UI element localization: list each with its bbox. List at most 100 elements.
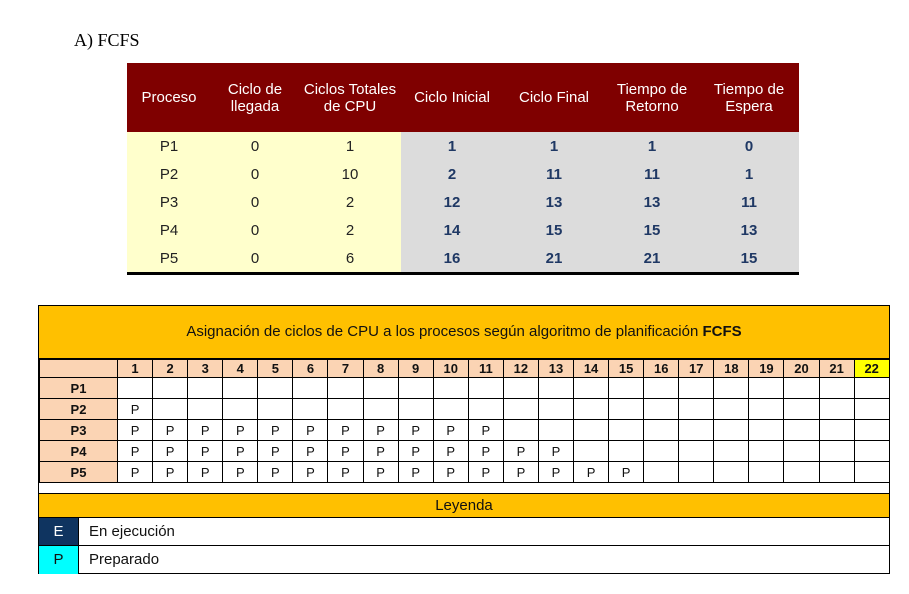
cycle-cell-empty [537, 398, 575, 420]
column-header: Ciclo Final [503, 63, 605, 132]
cycle-cell-empty [748, 440, 785, 462]
cycle-number: 3 [187, 359, 224, 378]
cycle-cell-empty [678, 440, 715, 462]
cycle-cell-ready: P [116, 398, 154, 420]
cycle-cell-execution: E [187, 398, 224, 420]
cycle-cell-ready: P [152, 419, 189, 441]
cycle-cell-empty [713, 398, 750, 420]
cycle-cell-empty [397, 377, 434, 399]
cycle-cell-empty [362, 377, 399, 399]
process-cell: 6 [299, 244, 401, 274]
gantt-row: P3 P P P P P P P P P P P E E [39, 419, 890, 441]
process-cell: 15 [699, 244, 799, 274]
process-cell: 1 [699, 160, 799, 188]
cycle-cell-empty [257, 377, 294, 399]
column-header: Ciclo Inicial [401, 63, 503, 132]
cycle-cell-empty [643, 440, 680, 462]
process-cell: 13 [605, 188, 699, 216]
cycle-cell-empty [748, 398, 785, 420]
cycle-cell-empty [187, 377, 224, 399]
cycle-cell-ready: P [116, 440, 154, 462]
cycle-cell-execution: E [678, 461, 715, 483]
process-cell: 0 [211, 244, 299, 274]
process-cell: 1 [503, 132, 605, 160]
cycle-number: 4 [222, 359, 259, 378]
cycle-cell-empty [467, 377, 504, 399]
cycle-cell-ready: P [432, 461, 469, 483]
process-table: Proceso Ciclo de llegada Ciclos Totales … [127, 63, 799, 275]
cycle-cell-empty [853, 419, 890, 441]
gantt-title-algorithm: FCFS [702, 323, 742, 340]
legend-swatch-execution: E [39, 518, 79, 545]
process-row: P2 0 10 2 11 11 1 [127, 160, 799, 188]
process-row: P3 0 2 12 13 13 11 [127, 188, 799, 216]
cycle-cell-empty [537, 377, 575, 399]
legend-label-execution: En ejecución [89, 523, 175, 540]
cycle-cell-empty [783, 398, 820, 420]
cycle-cell-execution: E [818, 461, 855, 483]
cycle-cell-empty [783, 377, 820, 399]
process-cell: P3 [127, 188, 211, 216]
cycle-cell-empty [748, 377, 785, 399]
process-cell: 1 [605, 132, 699, 160]
process-cell: P1 [127, 132, 211, 160]
cycle-cell-empty [643, 419, 680, 441]
cycle-cell-empty [713, 440, 750, 462]
cycle-number: 7 [327, 359, 364, 378]
gantt-row-label: P5 [39, 461, 118, 483]
cycle-cell-ready: P [257, 419, 294, 441]
cycle-cell-ready: P [362, 419, 399, 441]
cycle-cell-execution: E [713, 461, 750, 483]
cycle-cell-ready: P [222, 461, 259, 483]
cycle-cell-empty [818, 419, 855, 441]
cycle-cell-ready: P [467, 461, 504, 483]
cycle-cell-ready: P [432, 419, 469, 441]
gantt-row: P5 P P P P P P P P P P P P P P P E E E E E E [39, 461, 890, 483]
cycle-number: 1 [116, 359, 154, 378]
gantt-row-label: P1 [39, 377, 118, 399]
cycle-cell-ready: P [222, 419, 259, 441]
cycle-cell-ready: P [116, 419, 154, 441]
cycle-cell-ready: P [397, 461, 434, 483]
legend-swatch-ready: P [39, 546, 79, 574]
legend-item-execution: E En ejecución [39, 518, 889, 546]
gantt-title: Asignación de ciclos de CPU a los proces… [39, 306, 889, 359]
cycle-cell-empty [678, 377, 715, 399]
cycle-cell-empty [713, 419, 750, 441]
cycle-number: 17 [678, 359, 715, 378]
gantt-title-text: Asignación de ciclos de CPU a los proces… [186, 323, 703, 340]
cycle-cell-execution: E [467, 398, 504, 420]
column-header: Ciclos Totales de CPU [299, 63, 401, 132]
process-cell: P2 [127, 160, 211, 188]
cycle-cell-ready: P [573, 461, 610, 483]
process-cell: 2 [401, 160, 503, 188]
cycle-cell-execution: E [397, 398, 434, 420]
cycle-cell-execution: E [783, 461, 820, 483]
process-cell: 0 [211, 160, 299, 188]
cycle-cell-empty [502, 377, 539, 399]
cycle-cell-ready: P [222, 440, 259, 462]
cycle-cell-ready: P [187, 461, 224, 483]
cycle-cell-execution: E [292, 398, 329, 420]
cycle-cell-execution: E [573, 440, 610, 462]
cycle-cell-ready: P [362, 440, 399, 462]
cycle-cell-ready: P [537, 440, 575, 462]
process-cell: 1 [401, 132, 503, 160]
cycle-cell-ready: P [152, 461, 189, 483]
process-cell: 21 [503, 244, 605, 274]
process-cell: 2 [299, 188, 401, 216]
legend-item-ready: P Preparado [39, 546, 889, 574]
legend-label-ready: Preparado [89, 551, 160, 568]
process-row: P1 0 1 1 1 1 0 [127, 132, 799, 160]
cycle-cell-empty [783, 440, 820, 462]
cycle-cell-ready: P [502, 440, 539, 462]
cycle-cell-ready: P [327, 461, 364, 483]
gantt-row-label: P4 [39, 440, 118, 462]
cycle-cell-empty [432, 377, 469, 399]
cycle-cell-empty [853, 398, 890, 420]
cycle-cell-ready: P [257, 440, 294, 462]
cycle-number: 9 [397, 359, 434, 378]
process-cell: 11 [503, 160, 605, 188]
cycle-cell-empty [608, 398, 645, 420]
cycle-cell-execution: E [643, 461, 680, 483]
